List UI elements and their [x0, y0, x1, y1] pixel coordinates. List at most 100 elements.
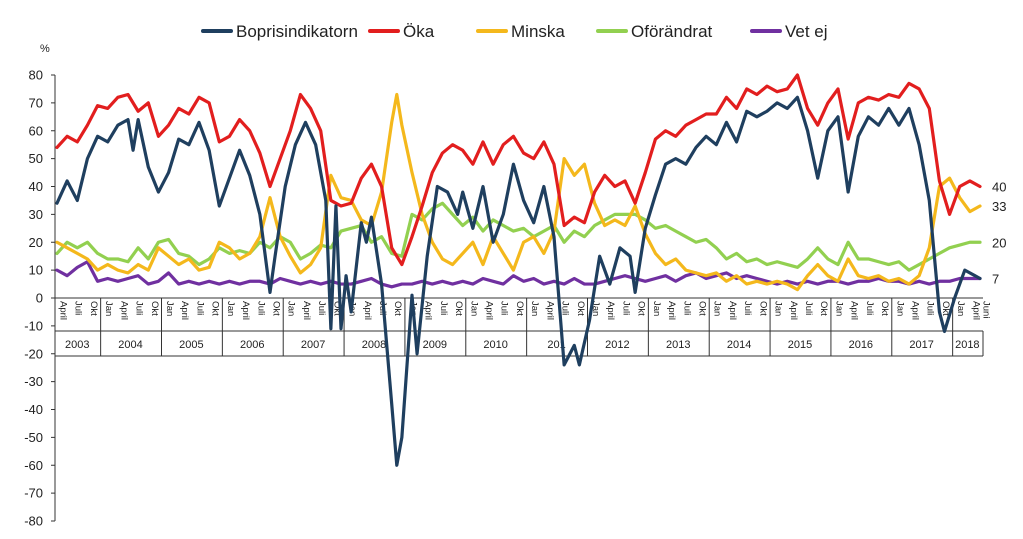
year-label: 2004 — [118, 339, 142, 351]
x-tick-label: April — [727, 301, 738, 320]
x-tick-label: Juli — [742, 301, 753, 315]
x-tick-label: Juli — [499, 301, 510, 315]
x-tick-label: Okt — [271, 301, 282, 316]
x-tick-label: Juli — [620, 301, 631, 315]
year-label: 2015 — [788, 339, 812, 351]
x-tick-label: Okt — [210, 301, 221, 316]
x-axis: April Juli Okt Jan April Juli Okt Jan April Juli O… — [55, 297, 992, 357]
x-tick-label: Jan — [773, 301, 784, 316]
legend: Boprisindikatorn Öka Minska Oförändrat Vet e… — [201, 22, 828, 41]
y-tick-label: 20 — [29, 235, 43, 250]
year-label: 2007 — [301, 339, 325, 351]
y-axis: 80 70 60 50 40 30 20 10 0 -10 -20 -30 -40 -50 -60 -70 -8… — [24, 68, 56, 529]
x-tick-label: Okt — [514, 301, 525, 316]
y-tick-label: 70 — [29, 95, 43, 110]
y-tick-label: 0 — [36, 291, 43, 306]
year-label: 2003 — [65, 339, 89, 351]
x-tick-label: Juli — [925, 301, 936, 315]
x-tick-label: Okt — [453, 301, 464, 316]
series-line-vet-ej — [55, 260, 982, 289]
series-lines — [55, 73, 982, 467]
x-tick-label: Okt — [331, 301, 342, 316]
x-tick-label: April — [240, 301, 251, 320]
x-tick-label: Juli — [560, 301, 571, 315]
x-tick-label: Juli — [864, 301, 875, 315]
x-tick-label: Okt — [149, 301, 160, 316]
x-tick-label: Jan — [955, 301, 966, 316]
end-label: 20 — [992, 235, 1006, 250]
legend-label: Minska — [511, 22, 565, 41]
y-tick-label: 40 — [29, 179, 43, 194]
x-tick-label: Jan — [164, 301, 175, 316]
x-tick-label: Jan — [225, 301, 236, 316]
y-tick-label: 60 — [29, 123, 43, 138]
x-tick-label: April — [544, 301, 555, 320]
end-label: 33 — [992, 199, 1006, 214]
year-label: 2014 — [727, 339, 751, 351]
end-labels: 40 33 20 7 — [992, 180, 1006, 287]
x-tick-label: Jan — [894, 301, 905, 316]
y-tick-label: 10 — [29, 263, 43, 278]
year-label: 2012 — [605, 339, 629, 351]
y-tick-label: 50 — [29, 151, 43, 166]
y-axis-unit-label: % — [40, 43, 50, 55]
y-tick-label: -70 — [24, 486, 43, 501]
x-tick-label: Okt — [88, 301, 99, 316]
x-tick-label: April — [605, 301, 616, 320]
x-tick-label: April — [58, 301, 69, 320]
x-tick-label: April — [666, 301, 677, 320]
x-tick-label: Okt — [392, 301, 403, 316]
y-tick-label: -20 — [24, 346, 43, 361]
x-tick-label: Jan — [833, 301, 844, 316]
x-tick-label: Okt — [818, 301, 829, 316]
x-tick-label: Juli — [73, 301, 84, 315]
legend-label: Vet ej — [785, 22, 828, 41]
end-label: 7 — [992, 271, 999, 286]
year-label: 2013 — [666, 339, 690, 351]
y-tick-label: -40 — [24, 402, 43, 417]
x-tick-label: Jan — [590, 301, 601, 316]
year-label: 2009 — [423, 339, 447, 351]
x-tick-label: Jan — [103, 301, 114, 316]
year-label: 2010 — [483, 339, 507, 351]
x-tick-label: Jan — [286, 301, 297, 316]
end-label: 40 — [992, 180, 1006, 195]
y-tick-label: 30 — [29, 207, 43, 222]
x-tick-label: April — [301, 301, 312, 320]
x-tick-label: April — [970, 301, 981, 320]
y-tick-label: -80 — [24, 514, 43, 529]
x-tick-label: Juni — [981, 301, 992, 318]
x-tick-label: April — [849, 301, 860, 320]
x-tick-label: April — [423, 301, 434, 320]
x-tick-label: April — [484, 301, 495, 320]
x-tick-label: Okt — [636, 301, 647, 316]
x-tick-label: Okt — [879, 301, 890, 316]
y-tick-label: -60 — [24, 458, 43, 473]
series-line-boprisindikatorn — [55, 95, 982, 467]
x-tick-label: Jan — [468, 301, 479, 316]
x-tick-label: Jan — [712, 301, 723, 316]
legend-label: Oförändrat — [631, 22, 713, 41]
year-label: 2008 — [362, 339, 386, 351]
x-tick-label: Jan — [651, 301, 662, 316]
x-tick-label: April — [118, 301, 129, 320]
x-tick-label: April — [910, 301, 921, 320]
year-label: 2006 — [240, 339, 264, 351]
x-tick-label: Jan — [529, 301, 540, 316]
x-tick-label: April — [788, 301, 799, 320]
series-line-minska — [55, 92, 982, 292]
y-tick-label: -30 — [24, 374, 43, 389]
y-tick-label: -10 — [24, 318, 43, 333]
x-tick-label: Juli — [316, 301, 327, 315]
x-tick-label: Juli — [194, 301, 205, 315]
series-line--ka — [55, 73, 982, 267]
legend-label: Boprisindikatorn — [236, 22, 358, 41]
x-tick-label: April — [362, 301, 373, 320]
x-tick-label: Juli — [803, 301, 814, 315]
x-tick-label: Juli — [255, 301, 266, 315]
x-tick-label: Okt — [757, 301, 768, 316]
x-tick-label: Okt — [940, 301, 951, 316]
x-tick-label: Okt — [697, 301, 708, 316]
